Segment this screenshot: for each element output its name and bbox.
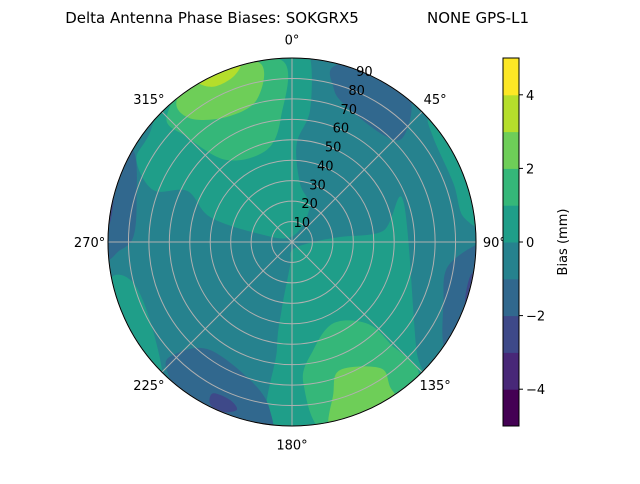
radial-tick-label: 50 (325, 141, 342, 156)
chart-subtitle: NONE GPS-L1 (427, 9, 529, 27)
angle-tick-label: 315° (133, 93, 164, 108)
angle-tick-label: 0° (285, 34, 300, 49)
radial-tick-label: 20 (301, 197, 318, 212)
radial-tick-label: 30 (309, 178, 326, 193)
colorbar: −4 −2 0 2 4 (502, 57, 545, 427)
colorbar-tick-label: 4 (526, 89, 534, 104)
radial-tick-label: 60 (333, 122, 350, 137)
angular-gridline (161, 111, 293, 243)
radial-tick-label: 70 (340, 103, 357, 118)
angular-gridline (161, 241, 293, 373)
chart-title: Delta Antenna Phase Biases: SOKGRX5 (65, 9, 359, 27)
colorbar-band (503, 352, 519, 390)
angle-tick-label: 225° (133, 379, 164, 394)
colorbar-tick-label: 2 (526, 162, 534, 177)
radial-tick-labels: 10 20 30 40 50 60 70 80 90 (294, 65, 373, 231)
angle-tick-label: 45° (424, 93, 447, 108)
radial-tick-label: 10 (294, 216, 311, 231)
colorbar-band (503, 315, 519, 353)
colorbar-tick-label: 0 (526, 236, 534, 251)
colorbar-band (503, 278, 519, 317)
polar-grid (107, 57, 477, 427)
colorbar-tick-label: −4 (526, 383, 545, 398)
colorbar-tick-label: −2 (526, 310, 545, 325)
contour-region (108, 274, 163, 384)
radial-tick-label: 40 (317, 159, 334, 174)
angular-tick-labels: 0° 45° 90° 135° 180° 225° 270° 315° (74, 34, 506, 454)
angle-tick-label: 270° (74, 236, 105, 251)
colorbar-band (503, 168, 519, 206)
colorbar-band (503, 205, 519, 243)
angular-gridline (291, 241, 423, 373)
angle-tick-label: 180° (276, 438, 307, 453)
radial-tick-label: 90 (356, 65, 373, 80)
radial-tick-label: 80 (348, 84, 365, 99)
colorbar-band (503, 94, 519, 133)
polar-frame (107, 57, 477, 427)
colorbar-band (503, 58, 519, 96)
contour-region (209, 393, 238, 413)
angular-gridline (291, 111, 423, 243)
angle-tick-label: 135° (419, 379, 450, 394)
colorbar-label: Bias (mm) (556, 209, 571, 276)
angle-tick-label: 90° (483, 236, 506, 251)
colorbar-band (503, 242, 519, 280)
colorbar-band (503, 131, 519, 169)
colorbar-band (503, 389, 519, 427)
